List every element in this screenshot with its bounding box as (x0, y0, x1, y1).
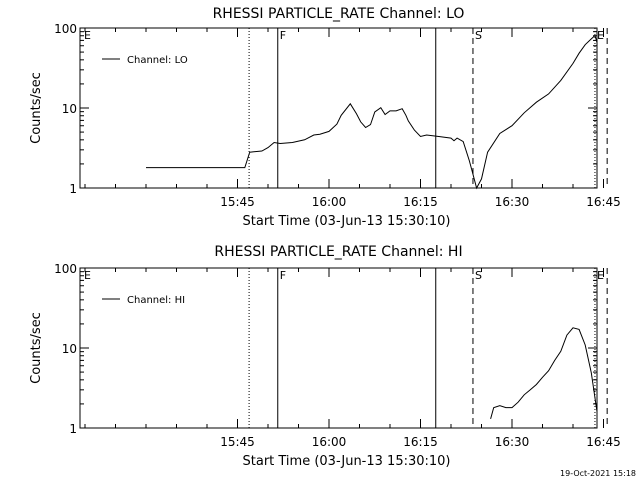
y-axis-label: Counts/sec (29, 312, 44, 384)
x-tick-label: 16:00 (312, 195, 347, 209)
y-tick-label: 1 (69, 182, 77, 196)
chart-panel-1: RHESSI PARTICLE_RATE Channel: LO 1 10 100 15… (29, 6, 621, 229)
data-series-line (146, 34, 598, 190)
chart-title: RHESSI PARTICLE_RATE Channel: LO (213, 6, 465, 22)
x-tick-label: 16:30 (495, 195, 530, 209)
legend-label: Channel: LO (127, 55, 188, 66)
x-axis-label: Start Time (03-Jun-13 15:30:10) (243, 214, 451, 229)
legend-label: Channel: HI (127, 295, 185, 306)
data-series-line (490, 327, 598, 420)
event-marker-label: E (84, 269, 91, 282)
event-marker-label: S (475, 269, 482, 282)
x-tick-label: 16:30 (495, 435, 530, 449)
footer-timestamp: 19-Oct-2021 15:18 (560, 469, 636, 478)
x-tick-label: 16:00 (312, 435, 347, 449)
x-tick-label: 16:15 (403, 195, 438, 209)
event-marker-label: F (280, 269, 286, 282)
event-marker-label: E (597, 29, 604, 42)
x-tick-label: 16:45 (586, 435, 621, 449)
y-axis-label: Counts/sec (29, 72, 44, 144)
chart-panel-2: RHESSI PARTICLE_RATE Channel: HI 1 10 100 15… (29, 244, 621, 469)
x-tick-label: 15:45 (220, 195, 255, 209)
x-axis-label: Start Time (03-Jun-13 15:30:10) (243, 454, 451, 469)
y-tick-label: 100 (54, 262, 77, 276)
x-tick-label: 15:45 (220, 435, 255, 449)
event-marker-label: S (475, 29, 482, 42)
y-tick-label: 10 (62, 342, 77, 356)
plot-frame (79, 27, 598, 189)
event-marker-label: E (597, 269, 604, 282)
chart-title: RHESSI PARTICLE_RATE Channel: HI (214, 244, 462, 260)
y-tick-label: 100 (54, 22, 77, 36)
x-tick-label: 16:45 (586, 195, 621, 209)
y-tick-label: 10 (62, 102, 77, 116)
plot-frame (79, 267, 598, 429)
x-tick-label: 16:15 (403, 435, 438, 449)
event-marker-label: F (280, 29, 286, 42)
y-tick-label: 1 (69, 422, 77, 436)
event-marker-label: E (84, 29, 91, 42)
